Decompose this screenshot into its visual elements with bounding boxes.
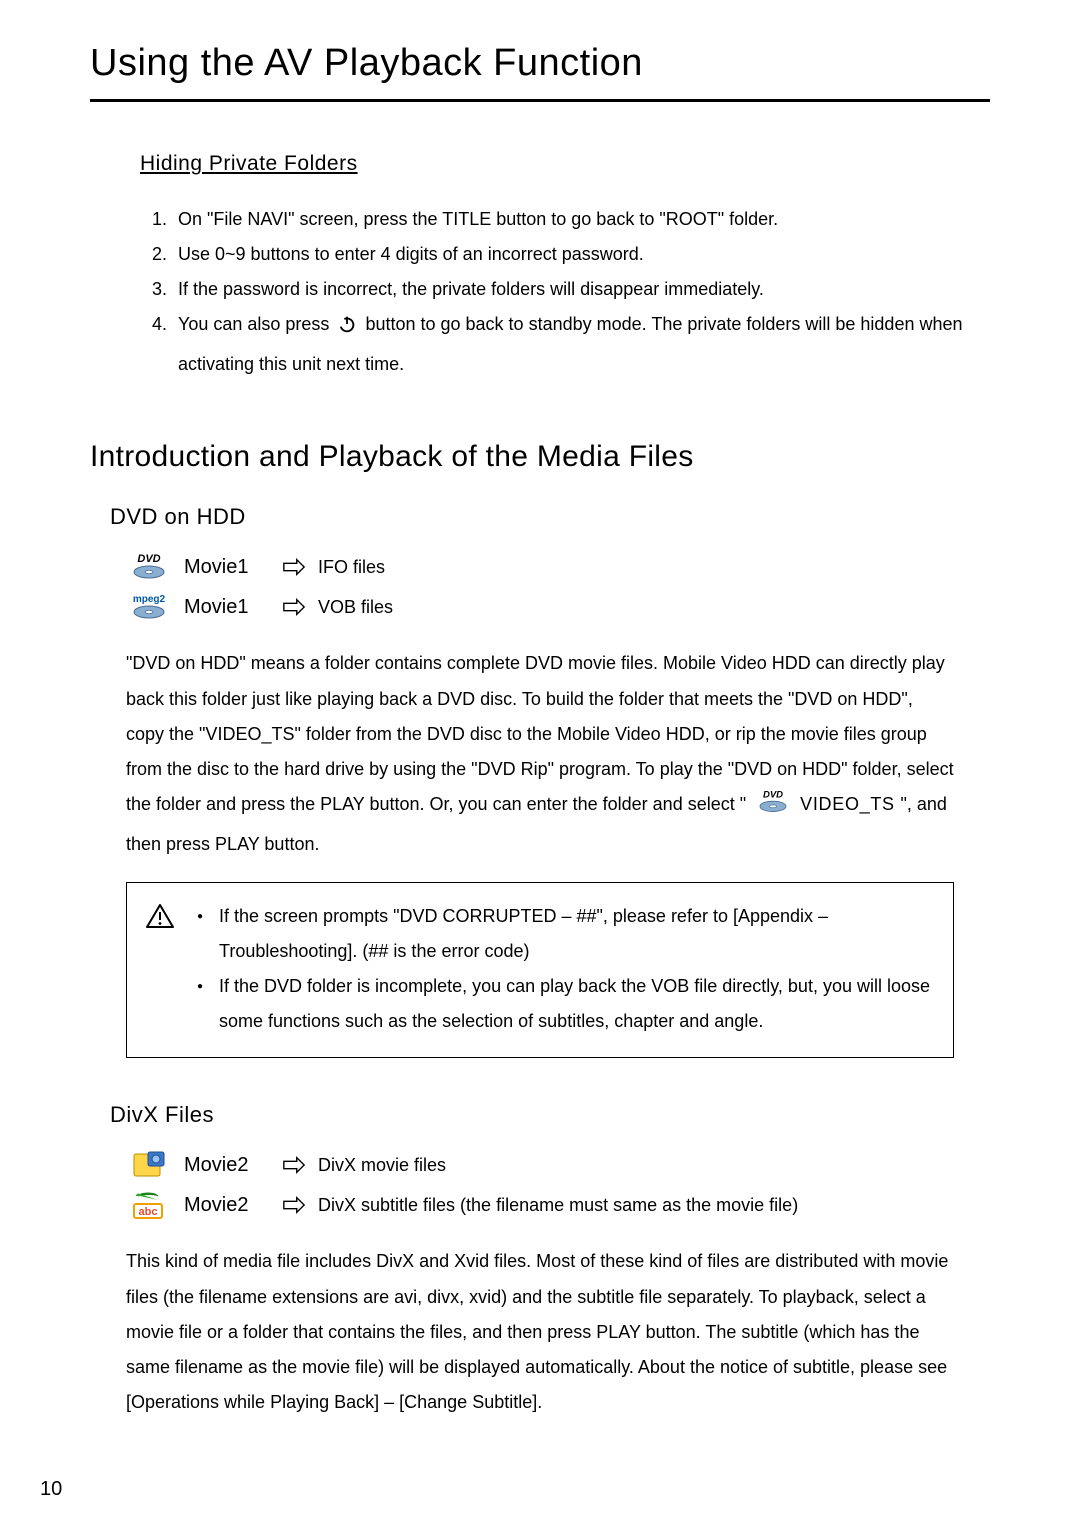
title-underline (90, 99, 990, 102)
file-row: abc Movie2 DivX subtitle files (the file… (126, 1190, 990, 1220)
power-icon (336, 312, 358, 347)
mpeg2-disc-icon: mpeg2 (126, 592, 172, 622)
dvd-file-rows: DVD Movie1 IFO files mpeg2 Movie1 (126, 552, 990, 622)
list-item: You can also press button to go back to … (152, 307, 990, 382)
heading-divx-files: DivX Files (110, 1102, 990, 1128)
file-desc: IFO files (318, 557, 385, 578)
file-desc: DivX subtitle files (the filename must s… (318, 1195, 798, 1216)
warning-icon (145, 903, 175, 1039)
arrow-right-icon (282, 1155, 306, 1175)
dvd-note-box: If the screen prompts "DVD CORRUPTED – #… (126, 882, 954, 1058)
page-number: 10 (40, 1478, 62, 1501)
svg-text:DVD: DVD (763, 790, 783, 801)
divx-paragraph: This kind of media file includes DivX an… (126, 1244, 954, 1419)
heading-introduction: Introduction and Playback of the Media F… (90, 440, 990, 474)
dvd-para-pre: "DVD on HDD" means a folder contains com… (126, 653, 954, 813)
note-item: If the DVD folder is incomplete, you can… (213, 969, 933, 1039)
file-row: Movie2 DivX movie files (126, 1150, 990, 1180)
note-list: If the screen prompts "DVD CORRUPTED – #… (193, 899, 933, 1039)
file-desc: DivX movie files (318, 1155, 446, 1176)
dvd-paragraph: "DVD on HDD" means a folder contains com… (126, 646, 954, 862)
svg-text:mpeg2: mpeg2 (133, 594, 166, 605)
note-item: If the screen prompts "DVD CORRUPTED – #… (213, 899, 933, 969)
hiding-steps-list: On "File NAVI" screen, press the TITLE b… (152, 202, 990, 382)
file-row: DVD Movie1 IFO files (126, 552, 990, 582)
list-item: Use 0~9 buttons to enter 4 digits of an … (152, 237, 990, 272)
file-row: mpeg2 Movie1 VOB files (126, 592, 990, 622)
svg-text:abc: abc (139, 1206, 158, 1218)
arrow-right-icon (282, 1195, 306, 1215)
divx-subtitle-icon: abc (126, 1190, 172, 1220)
list-item: On "File NAVI" screen, press the TITLE b… (152, 202, 990, 237)
dvd-disc-icon: DVD (126, 552, 172, 582)
heading-hiding-private-folders: Hiding Private Folders (140, 152, 990, 176)
list-item: If the password is incorrect, the privat… (152, 272, 990, 307)
file-name: Movie2 (184, 1154, 270, 1177)
file-name: Movie1 (184, 556, 270, 579)
video-ts-label: VIDEO_TS (800, 794, 900, 814)
step4-pre: You can also press (178, 314, 334, 334)
svg-text:DVD: DVD (137, 553, 160, 565)
file-name: Movie2 (184, 1194, 270, 1217)
arrow-right-icon (282, 597, 306, 617)
file-desc: VOB files (318, 597, 393, 618)
arrow-right-icon (282, 557, 306, 577)
dvd-disc-icon: DVD (753, 789, 793, 827)
file-name: Movie1 (184, 596, 270, 619)
heading-dvd-on-hdd: DVD on HDD (110, 504, 990, 530)
divx-file-rows: Movie2 DivX movie files abc Movie2 DivX … (126, 1150, 990, 1220)
page-title: Using the AV Playback Function (90, 42, 990, 85)
divx-movie-icon (126, 1150, 172, 1180)
